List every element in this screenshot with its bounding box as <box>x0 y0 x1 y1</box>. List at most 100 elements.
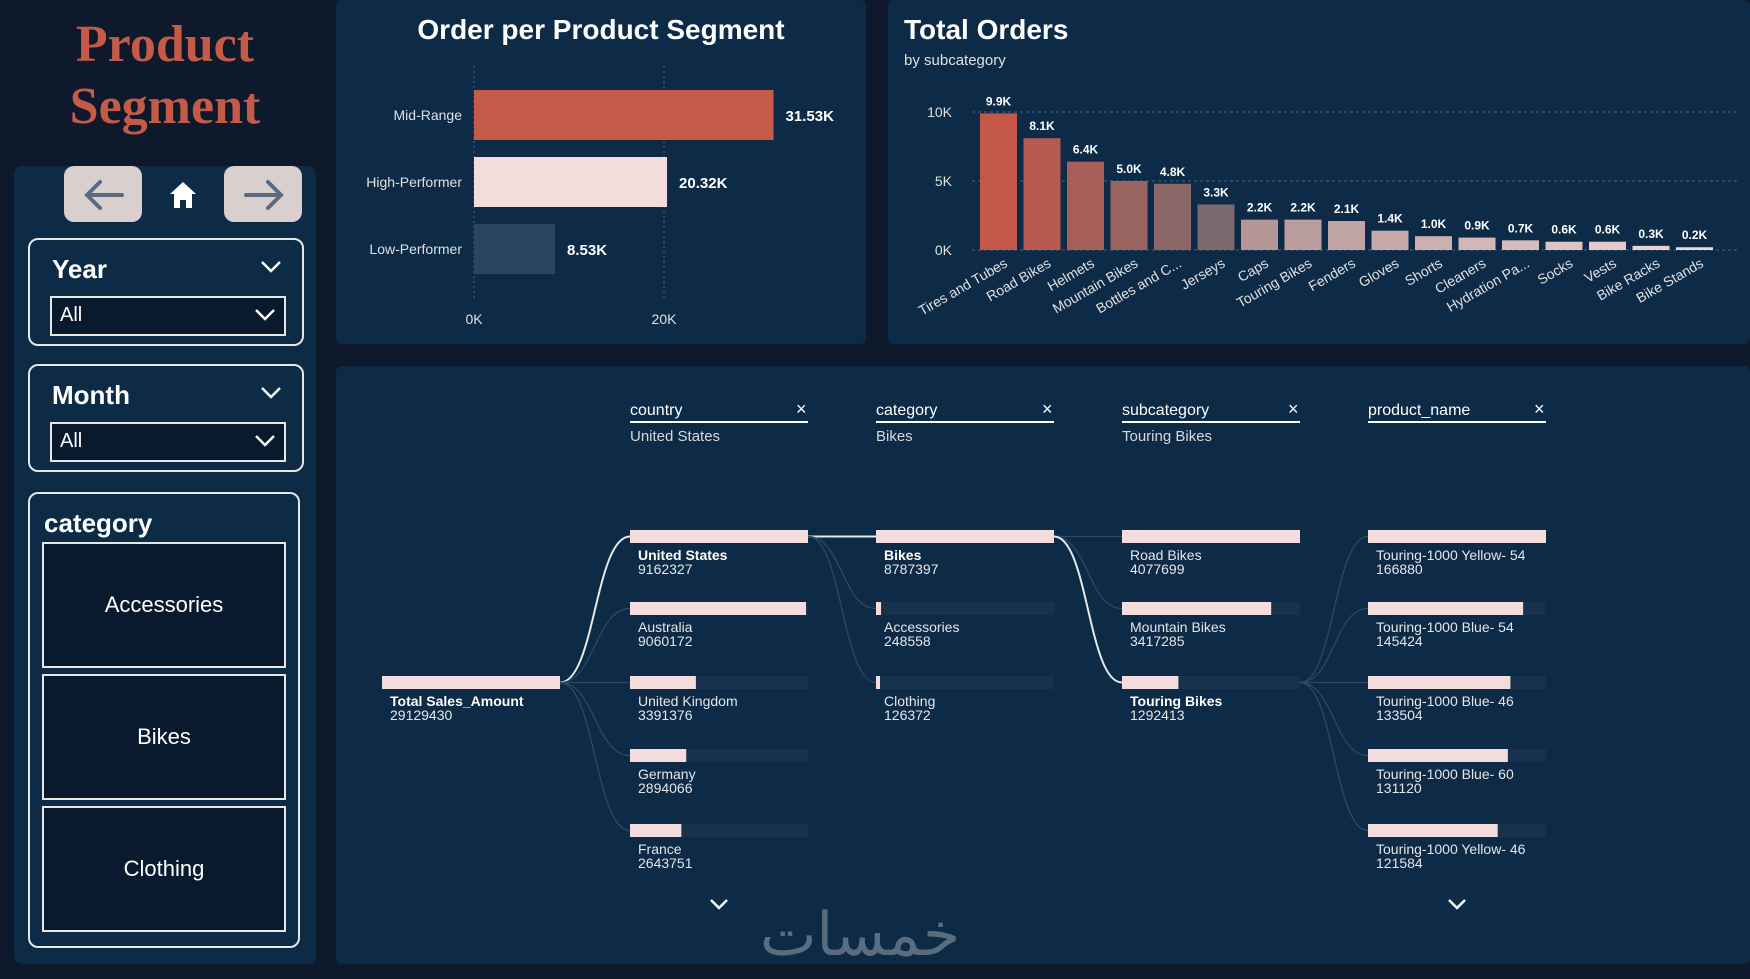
tree-node-label: Road Bikes <box>1130 547 1202 563</box>
tree-node-label: United Kingdom <box>638 693 738 709</box>
data-label: 0.6K <box>1551 223 1577 237</box>
total-orders-subtitle: by subcategory <box>904 52 1006 69</box>
close-icon: × <box>1042 399 1053 419</box>
data-label: 20.32K <box>679 175 728 192</box>
tree-node-label: Clothing <box>884 693 935 709</box>
tree-bar <box>876 676 880 689</box>
bar <box>474 157 668 207</box>
bar <box>1415 236 1452 250</box>
level-filter: Bikes <box>876 428 913 445</box>
year-dropdown[interactable]: All <box>50 296 286 336</box>
data-label: 5.0K <box>1116 162 1142 176</box>
root-label: Total Sales_Amount <box>390 693 524 709</box>
data-label: 31.53K <box>786 108 835 125</box>
tree-node-label: Touring-1000 Blue- 46 <box>1376 693 1514 709</box>
tree-bar <box>630 676 696 689</box>
total-orders-title: Total Orders <box>904 14 1069 45</box>
tree-bar <box>1122 676 1179 689</box>
data-label: 0.6K <box>1595 223 1621 237</box>
bar <box>1154 183 1191 250</box>
tree-connector <box>1053 535 1123 610</box>
year-slicer: Year All <box>28 238 304 346</box>
level-header: category <box>876 402 937 419</box>
tree-bar <box>1368 602 1524 615</box>
arrow-right-icon <box>244 180 284 210</box>
forward-button[interactable] <box>224 166 302 222</box>
tree-bar <box>1122 530 1300 543</box>
bar <box>474 90 774 140</box>
tree-node-value: 9162327 <box>638 561 693 577</box>
category-label: Fenders <box>1306 255 1358 295</box>
bar <box>474 224 556 274</box>
tree-bar <box>876 602 882 615</box>
tree-bar <box>1368 824 1498 837</box>
data-label: 2.2K <box>1247 201 1273 215</box>
home-button[interactable] <box>166 178 200 212</box>
data-label: 2.2K <box>1290 201 1316 215</box>
data-label: 0.7K <box>1508 221 1534 235</box>
tree-node-value: 2643751 <box>638 855 693 871</box>
chevron-down-icon <box>1448 899 1466 910</box>
chevron-down-icon[interactable] <box>260 260 282 274</box>
level-filter: Touring Bikes <box>1122 428 1212 445</box>
bar <box>1458 237 1496 250</box>
tree-bar <box>630 602 807 615</box>
bar <box>1632 245 1670 250</box>
close-icon: × <box>1288 399 1299 419</box>
chevron-down-icon <box>255 309 275 321</box>
tree-node-label: Touring-1000 Yellow- 54 <box>1376 547 1526 563</box>
category-button-accessories[interactable]: Accessories <box>42 542 286 668</box>
tree-node-label: Touring-1000 Yellow- 46 <box>1376 841 1526 857</box>
category-button-bikes[interactable]: Bikes <box>42 674 286 800</box>
watermark-logo: خمسات <box>760 900 961 970</box>
bar <box>1328 221 1365 250</box>
root-value: 29129430 <box>390 707 453 723</box>
bar <box>1110 181 1148 250</box>
bar <box>1371 230 1409 250</box>
tree-bar <box>1368 749 1508 762</box>
level-header: country <box>630 402 682 419</box>
level-header: product_name <box>1368 402 1470 419</box>
bar <box>1676 247 1713 250</box>
tree-node-value: 3417285 <box>1130 633 1185 649</box>
tree-bar <box>630 530 808 543</box>
close-icon: × <box>1534 399 1545 419</box>
category-label: Socks <box>1534 255 1575 288</box>
data-label: 1.0K <box>1421 217 1447 231</box>
back-button[interactable] <box>64 166 142 222</box>
tree-bar <box>630 749 687 762</box>
data-label: 4.8K <box>1160 165 1186 179</box>
month-slicer: Month All <box>28 364 304 472</box>
month-dropdown[interactable]: All <box>50 422 286 462</box>
bar <box>1589 241 1626 250</box>
tree-node-label: Accessories <box>884 619 959 635</box>
data-label: 1.4K <box>1377 212 1403 226</box>
chevron-down-icon[interactable] <box>260 386 282 400</box>
data-label: 0.2K <box>1682 228 1708 242</box>
y-tick-label: 10K <box>927 104 953 120</box>
tree-connector <box>1299 535 1369 684</box>
data-label: 3.3K <box>1203 185 1229 199</box>
root-bar <box>382 676 560 689</box>
tree-connector <box>807 535 877 684</box>
tree-node-value: 9060172 <box>638 633 693 649</box>
category-label: Jerseys <box>1178 255 1228 293</box>
tree-connector <box>807 535 877 610</box>
category-label: Gloves <box>1356 255 1402 291</box>
bar-track <box>876 676 1054 689</box>
tree-node-value: 2894066 <box>638 780 693 796</box>
bar <box>1241 219 1278 250</box>
category-button-clothing[interactable]: Clothing <box>42 806 286 932</box>
bar <box>1545 241 1583 250</box>
x-tick-label: 0K <box>465 311 483 327</box>
tree-node-label: Touring-1000 Blue- 54 <box>1376 619 1514 635</box>
bar-track <box>876 602 1054 615</box>
chevron-down-icon <box>710 899 728 910</box>
category-slicer-title: category <box>44 508 153 538</box>
tree-connector <box>1299 607 1369 684</box>
tree-node-value: 131120 <box>1376 780 1422 796</box>
tree-node-value: 1292413 <box>1130 707 1185 723</box>
category-label: Mid-Range <box>394 107 463 123</box>
